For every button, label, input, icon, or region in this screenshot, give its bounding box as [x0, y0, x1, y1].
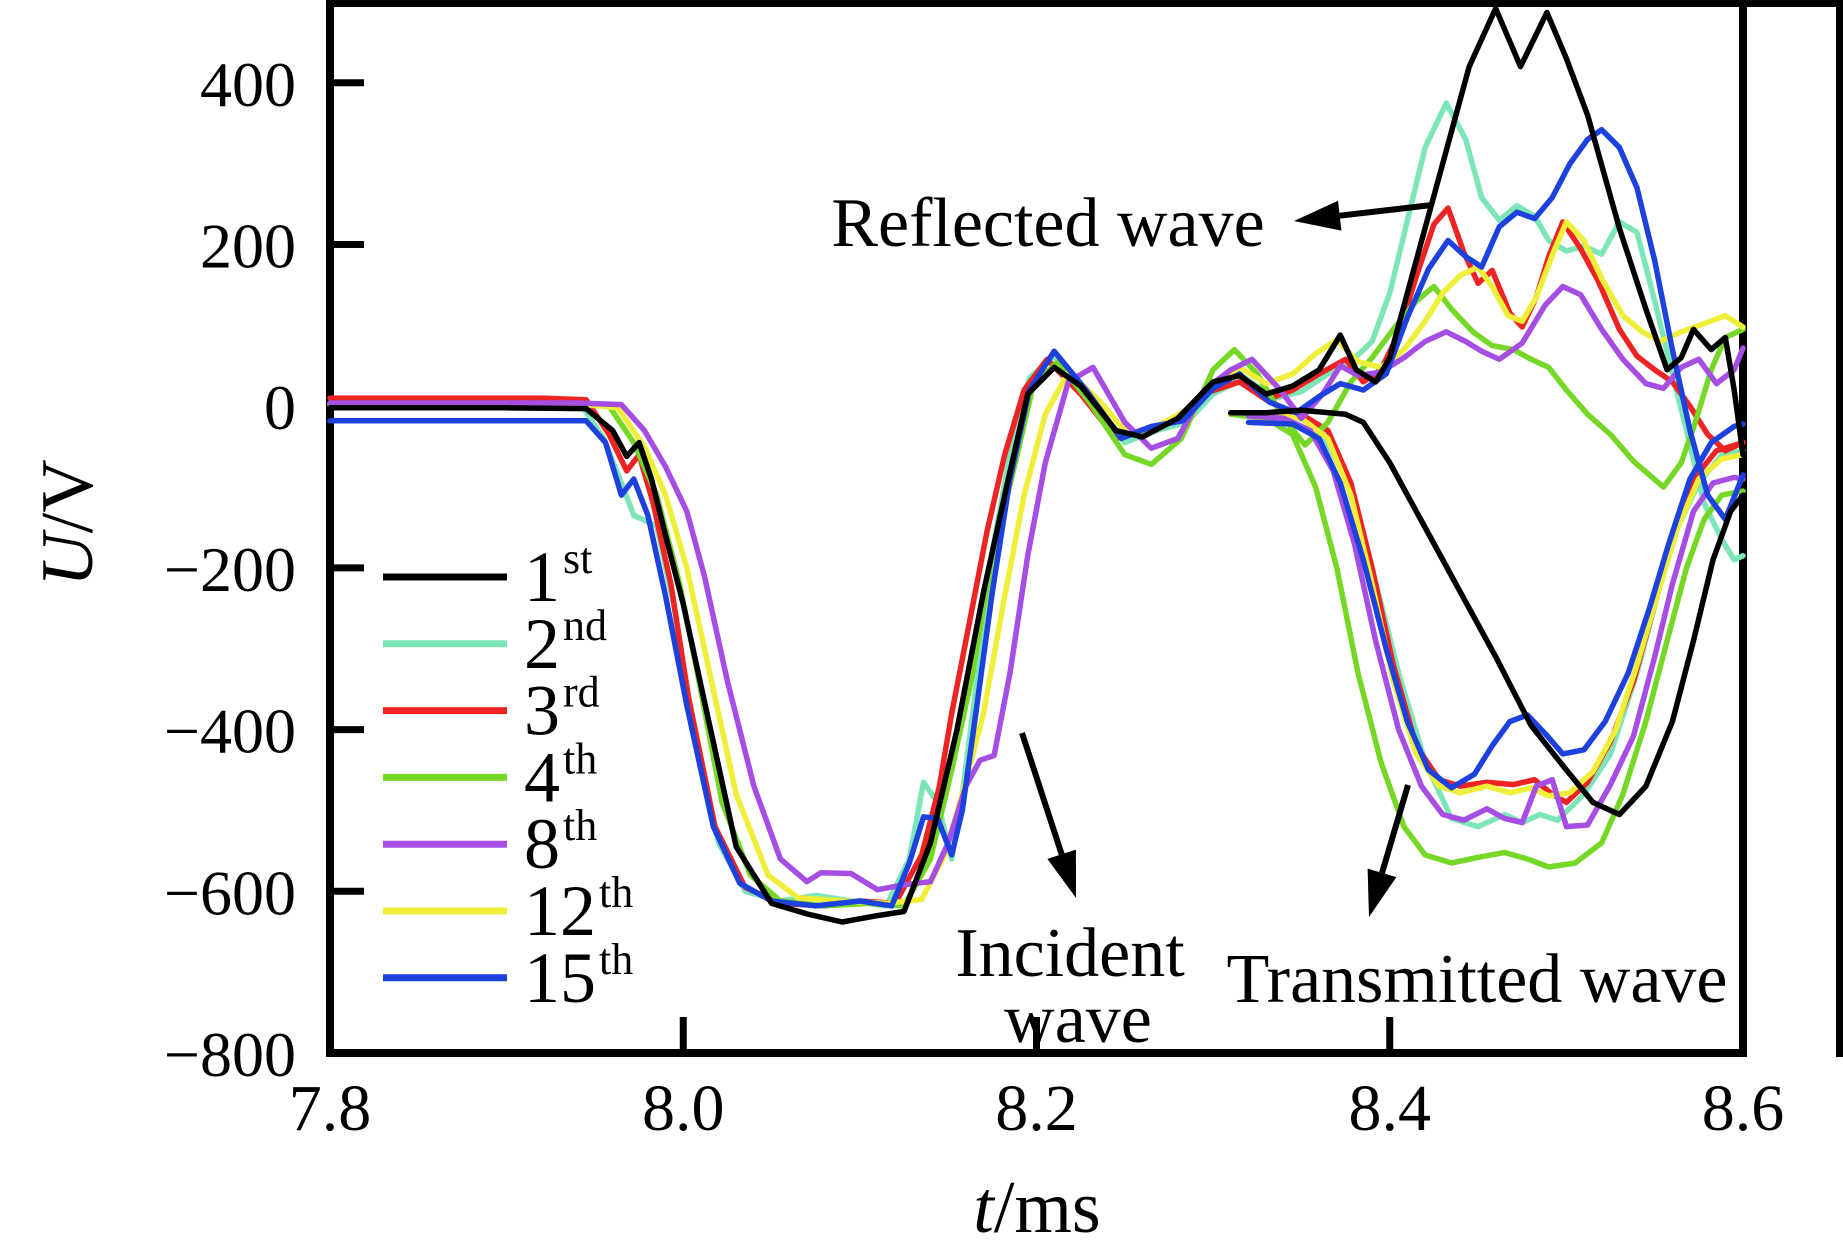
legend-label-num: 1: [524, 537, 560, 617]
outer-border-right: [1836, 0, 1843, 1057]
x-tick-label: 8.6: [1702, 1072, 1785, 1145]
arrow-shaft-incident: [1019, 732, 1065, 856]
legend-label-ordinal-suffix: th: [599, 935, 633, 984]
annotations: Reflected wave Incident wave Transmitted…: [27, 185, 1727, 1245]
curve-12th-main: [327, 219, 1746, 907]
legend-label-num: 3: [524, 671, 560, 751]
legend-label-1st: 1st: [524, 534, 592, 617]
annotation-transmitted-wave: Transmitted wave: [1227, 941, 1728, 1018]
plot-border-right: [1739, 0, 1747, 1057]
legend-label-num: 12: [524, 871, 596, 951]
y-tick-label: −600: [164, 857, 296, 928]
x-tick-label: 8.4: [1349, 1072, 1432, 1145]
legend-label-num: 2: [524, 604, 560, 684]
legend-label-3rd: 3rd: [524, 668, 600, 751]
legend-label-num: 15: [524, 938, 596, 1018]
x-tick-label: 7.8: [289, 1072, 372, 1145]
y-tick-label: 0: [264, 372, 296, 443]
x-axis-label-var: t: [973, 1167, 996, 1245]
curve-4th-transmitted: [1228, 411, 1746, 870]
y-tick-label: −200: [164, 534, 296, 605]
y-axis-label-var: U: [27, 529, 109, 587]
curves: [327, 5, 1746, 925]
legend-label-4th: 4th: [524, 734, 597, 817]
curve-1st-main: [327, 5, 1746, 925]
arrow-head-transmitted-icon: [1367, 868, 1397, 917]
legend-label-ordinal-suffix: th: [563, 734, 597, 783]
x-axis-label: t/ms: [973, 1167, 1100, 1245]
curve-1st-transmitted: [1228, 407, 1746, 818]
legend-label-num: 8: [524, 804, 560, 884]
legend-label-ordinal-suffix: rd: [563, 668, 600, 717]
arrow-shaft-reflected: [1339, 202, 1433, 219]
y-axis-label: U/V: [27, 459, 109, 586]
y-tick-label: 200: [200, 211, 296, 282]
annotation-arrows: [1019, 200, 1433, 917]
arrow-head-incident-icon: [1047, 849, 1076, 898]
curve-12th-transmitted: [1263, 411, 1746, 799]
y-tick-label: −800: [164, 1019, 296, 1090]
annotation-incident-wave-line1: Incident: [955, 915, 1185, 992]
legend-label-12th: 12th: [524, 868, 633, 951]
legend-label-15th: 15th: [524, 935, 633, 1018]
curve-15th-transmitted: [1245, 419, 1746, 791]
y-axis-line: [326, 0, 334, 1057]
y-axis-label-unit: /V: [27, 459, 109, 533]
curve-8th-transmitted: [1245, 413, 1746, 830]
x-axis-label-unit: /ms: [994, 1167, 1101, 1245]
legend-label-ordinal-suffix: nd: [563, 601, 607, 650]
arrow-shaft-transmitted: [1379, 784, 1411, 874]
y-tick-label: 400: [200, 49, 296, 120]
annotation-incident-wave-line2: wave: [1004, 981, 1152, 1058]
legend-label-ordinal-suffix: th: [599, 868, 633, 917]
legend-label-2nd: 2nd: [524, 601, 607, 684]
curve-15th-main: [327, 126, 1746, 909]
arrow-head-reflected-icon: [1294, 200, 1342, 231]
legend-label-8th: 8th: [524, 801, 597, 884]
legend-label-ordinal-suffix: st: [563, 534, 592, 583]
x-tick-label: 8.0: [642, 1072, 725, 1145]
plot-border-top: [326, 0, 1843, 7]
legend-label-ordinal-suffix: th: [563, 801, 597, 850]
y-tick-label: −400: [164, 696, 296, 767]
legend-label-num: 4: [524, 737, 560, 817]
annotation-reflected-wave: Reflected wave: [831, 185, 1264, 262]
x-tick-label: 8.2: [995, 1072, 1078, 1145]
axis-ticks: 7.8 8.0 8.2 8.4 8.6 400 200 0 −200 −400 −600 −800: [164, 49, 1784, 1145]
